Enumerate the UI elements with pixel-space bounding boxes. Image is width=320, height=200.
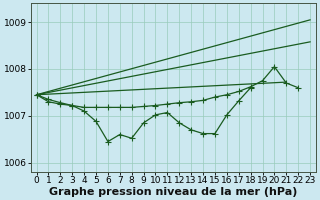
X-axis label: Graphe pression niveau de la mer (hPa): Graphe pression niveau de la mer (hPa) [49, 187, 298, 197]
